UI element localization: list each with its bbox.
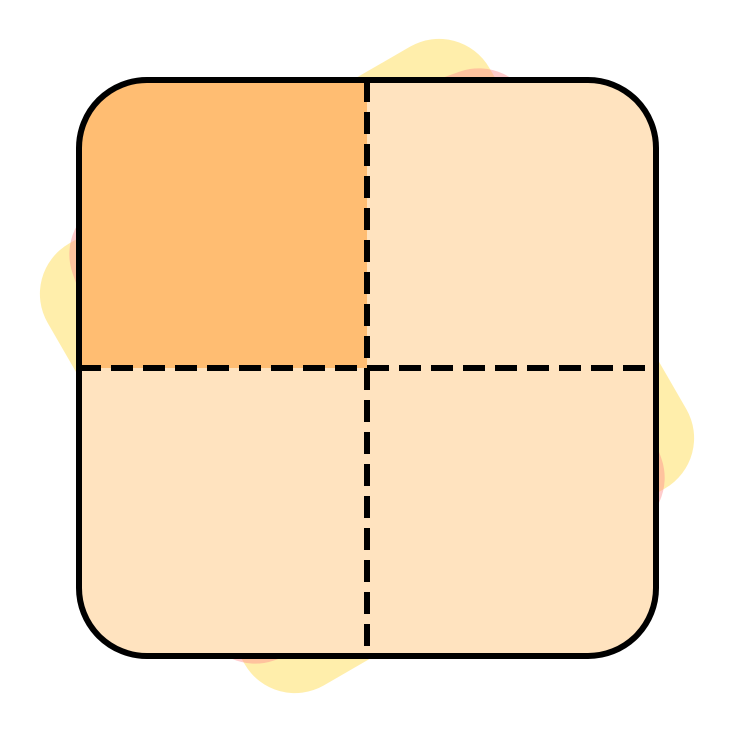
quadrant-top-right (367, 80, 656, 368)
quadrant-top-left-highlighted (79, 80, 367, 368)
quadrant-bottom-left (79, 368, 367, 656)
quadrant-group (79, 80, 656, 656)
main-square-outline (76, 77, 659, 659)
quadrant-bottom-right (367, 368, 656, 656)
